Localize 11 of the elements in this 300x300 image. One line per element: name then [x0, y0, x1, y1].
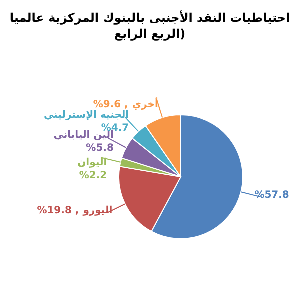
slice-label: الجنيه الإسترليني	[44, 110, 130, 121]
slice-label: الين الياباني	[54, 130, 114, 141]
data-label: %19.8 ,	[37, 204, 80, 216]
slice-label: اليوان	[78, 158, 108, 169]
slice-label: أخري	[132, 96, 158, 110]
data-label: %9.6 ,	[93, 98, 128, 110]
data-label: %57.8	[254, 190, 290, 202]
chart-title: احتياطيات النقد الأجنبى بالبنوك المركزية عالميا (الربع الرابع	[8, 10, 292, 43]
data-label: %2.2	[79, 170, 108, 182]
slice-label: اليورو	[82, 204, 113, 216]
data-label: %5.8	[86, 142, 114, 154]
